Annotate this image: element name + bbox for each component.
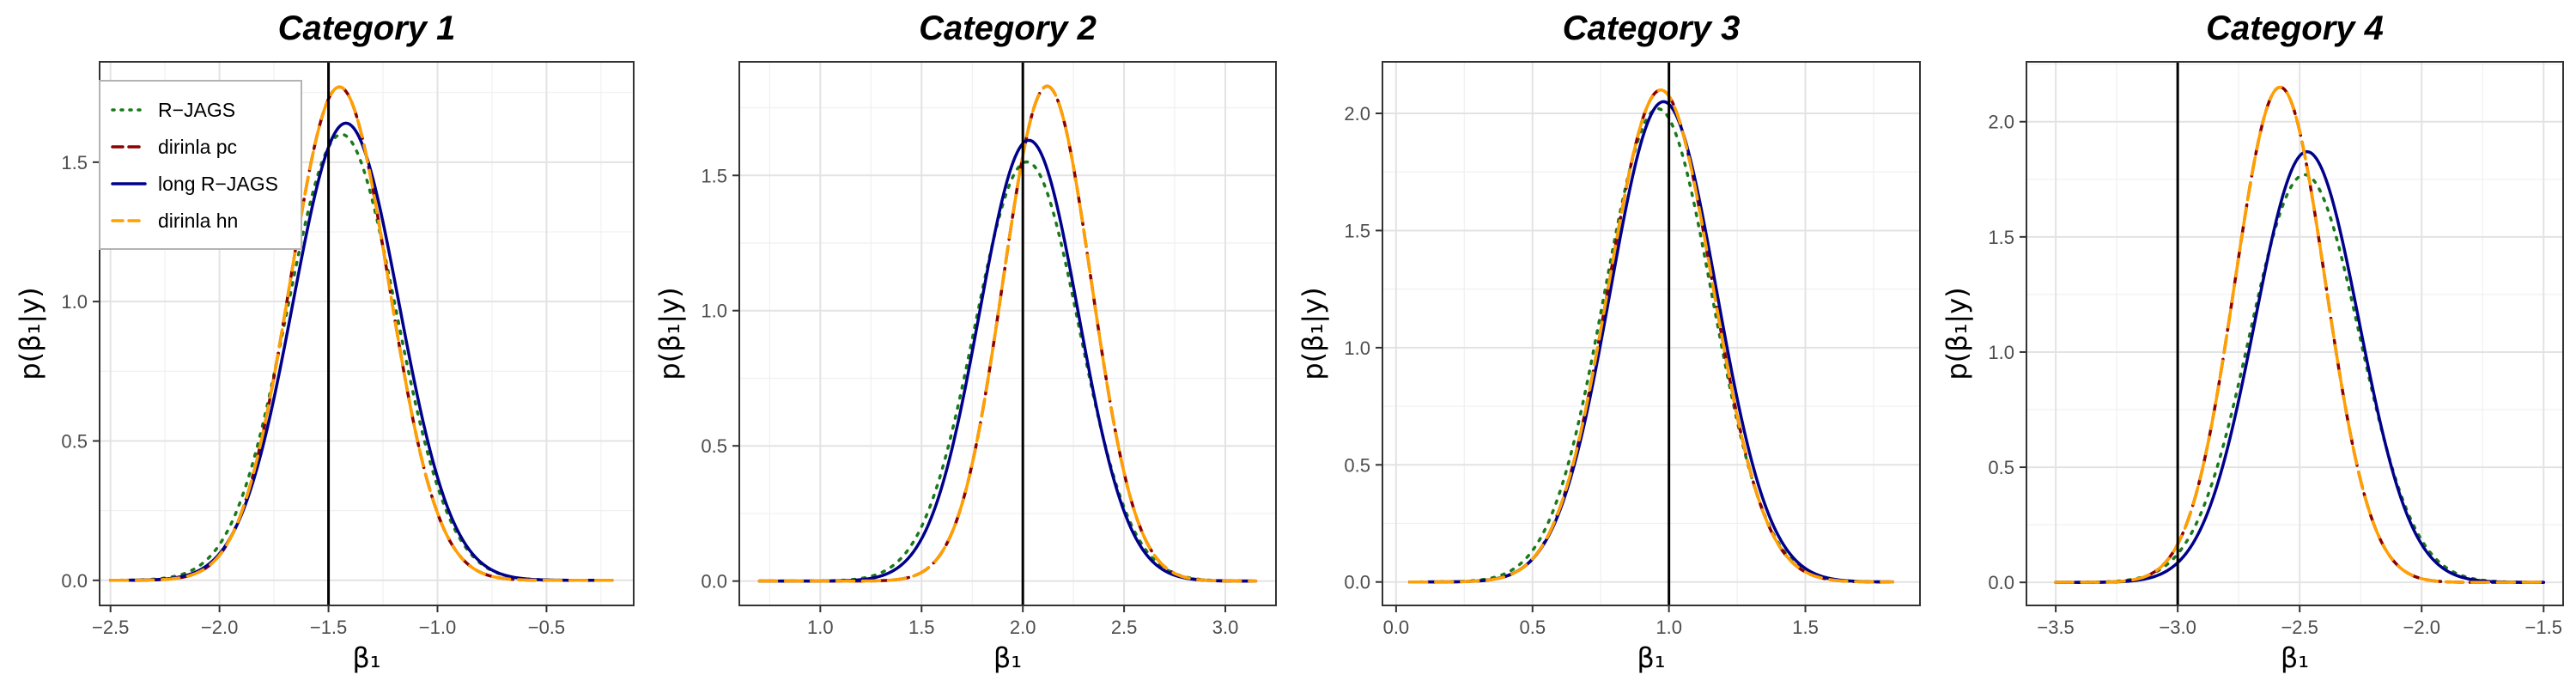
- density-line-dirinla_hn: [757, 84, 1258, 583]
- y-tick-label: 2.0: [1344, 103, 1370, 125]
- y-tick-label: 1.0: [1988, 342, 2014, 363]
- x-tick-label: 1.5: [908, 617, 935, 638]
- plot-background: [2026, 62, 2563, 605]
- legend-label: R−JAGS: [158, 99, 235, 121]
- legend-label: long R−JAGS: [158, 173, 278, 195]
- legend-label: dirinla pc: [158, 136, 237, 158]
- panel-border: [738, 61, 1277, 606]
- y-tick-label: 1.0: [701, 301, 727, 322]
- x-tick-label: 1.5: [1792, 617, 1819, 638]
- x-tick-label: 2.0: [1010, 617, 1036, 638]
- panel-border: [99, 61, 635, 606]
- panel-title: Category 2: [919, 9, 1097, 47]
- y-tick-label: 0.5: [61, 430, 88, 452]
- y-tick-label: 0.0: [701, 571, 727, 593]
- x-tick-label: −2.5: [2281, 617, 2318, 638]
- y-tick-label: 0.5: [1988, 457, 2014, 478]
- legend: R−JAGS dirinla pc long R−JAGS dirinla hn: [99, 80, 302, 250]
- x-axis-label: β₁: [993, 641, 1022, 674]
- y-tick-label: 1.5: [1988, 227, 2014, 248]
- x-tick-label: 1.0: [807, 617, 834, 638]
- x-tick-label: −1.5: [2525, 617, 2562, 638]
- y-tick-label: 1.0: [61, 291, 88, 313]
- panel-border: [1382, 61, 1921, 606]
- y-axis-label: p(β₁|y): [1941, 287, 1973, 380]
- y-axis-label: p(β₁|y): [653, 287, 686, 380]
- x-tick-label: −3.0: [2159, 617, 2196, 638]
- panel-3: 0.0 0.5 1.0 1.5 0.0 0.5 1.0 1.5 2.0 Category 3 β₁ p…: [1297, 9, 1921, 674]
- x-tick-label: −3.5: [2037, 617, 2074, 638]
- panel-title: Category 4: [2206, 9, 2384, 47]
- y-tick-label: 0.0: [1344, 572, 1370, 593]
- x-tick-label: 1.0: [1656, 617, 1682, 638]
- panel-title: Category 3: [1563, 9, 1741, 47]
- panel-border: [2026, 61, 2564, 606]
- y-tick-label: 1.5: [61, 152, 88, 173]
- y-tick-label: 0.5: [701, 435, 727, 457]
- y-tick-label: 0.5: [1344, 454, 1370, 476]
- y-tick-label: 1.5: [1344, 220, 1370, 241]
- y-axis-label: p(β₁|y): [1297, 287, 1329, 380]
- x-tick-label: −2.5: [92, 617, 129, 638]
- x-tick-label: −2.0: [201, 617, 238, 638]
- panel-title: Category 1: [278, 9, 456, 47]
- legend-label: dirinla hn: [158, 210, 238, 232]
- y-tick-label: 1.5: [701, 165, 727, 186]
- plot-background: [739, 62, 1276, 605]
- x-tick-label: 0.0: [1383, 617, 1410, 638]
- y-axis-label: p(β₁|y): [14, 287, 46, 380]
- y-tick-label: 0.0: [1988, 572, 2014, 593]
- x-tick-label: 2.5: [1111, 617, 1138, 638]
- y-tick-label: 1.0: [1344, 337, 1370, 359]
- density-line-dirinla_hn: [2054, 85, 2546, 584]
- y-tick-label: 0.0: [61, 570, 88, 592]
- x-tick-label: 0.5: [1519, 617, 1546, 638]
- panel-1: −2.5 −2.0 −1.5 −1.0 −0.5 0.0 0.5 1.0 1.5 Category…: [14, 9, 635, 674]
- panel-2: 1.0 1.5 2.0 2.5 3.0 0.0 0.5 1.0 1.5 Category 2 β₁ p…: [653, 9, 1277, 674]
- y-tick-label: 2.0: [1988, 112, 2014, 133]
- x-tick-label: 3.0: [1212, 617, 1239, 638]
- density-line-dirinla_hn: [108, 85, 614, 582]
- x-axis-label: β₁: [352, 641, 380, 674]
- x-tick-label: −2.0: [2403, 617, 2440, 638]
- x-tick-label: −0.5: [528, 617, 565, 638]
- panel-4: −3.5 −3.0 −2.5 −2.0 −1.5 0.0 0.5 1.0 1.5 2.0 Categ…: [1941, 9, 2564, 674]
- plot-background: [1382, 62, 1920, 605]
- density-line-dirinla_hn: [1408, 88, 1894, 584]
- x-tick-label: −1.0: [419, 617, 456, 638]
- x-axis-label: β₁: [2281, 641, 2309, 674]
- x-axis-label: β₁: [1637, 641, 1665, 674]
- x-tick-label: −1.5: [310, 617, 347, 638]
